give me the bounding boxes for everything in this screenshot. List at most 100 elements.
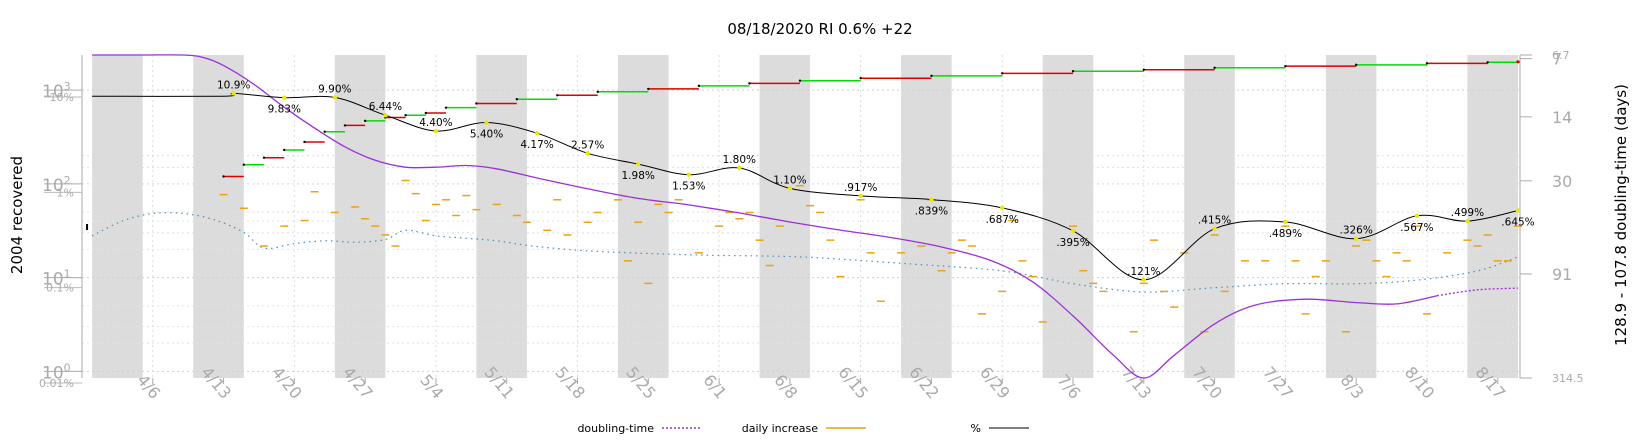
legend-label-percent: % [971, 422, 981, 435]
percent-marker [635, 161, 641, 167]
right-axis-ticks: 6.77 14 30 91 314.5 [1520, 49, 1584, 385]
percent-marker [433, 128, 439, 134]
percent-label: 1.80% [723, 154, 756, 166]
percent-marker [1283, 219, 1288, 225]
x-tick-label: 7/13 [1118, 363, 1156, 403]
x-tick-label: 6/1 [699, 371, 730, 403]
right-tick-label: 91 [1552, 265, 1572, 284]
recovered-point [556, 94, 559, 97]
percent-label: 4.17% [520, 139, 553, 151]
x-tick-label: 5/4 [416, 371, 447, 403]
percent-label: 5.40% [470, 129, 503, 141]
weekend-band [1325, 55, 1377, 378]
percent-label: 10.9% [217, 79, 250, 91]
recovered-point [262, 156, 266, 159]
recovered-point [1516, 60, 1520, 64]
percent-label: .499% [1451, 207, 1484, 219]
percent-label: .121% [1127, 266, 1160, 278]
percent-marker [737, 165, 742, 171]
right-tick-label: 314.5 [1552, 372, 1584, 385]
weekend-band [759, 55, 811, 378]
percent-marker [858, 193, 863, 199]
percent-marker [1465, 218, 1470, 224]
percent-marker [332, 95, 338, 100]
recovered-point [1284, 64, 1287, 68]
recovered-point [647, 87, 650, 91]
recovered-point [1213, 66, 1216, 69]
percent-marker [929, 197, 934, 202]
recovered-point [1001, 72, 1004, 75]
percent-label: 1.10% [773, 174, 806, 186]
left-axis-label: 2004 recovered [8, 156, 26, 274]
doubling-time-projection [1437, 287, 1519, 297]
recovered-point [697, 84, 701, 88]
pct-tick-label: 0.01% [39, 377, 74, 390]
chart-title: 08/18/2020 RI 0.6% +22 [727, 20, 912, 38]
percent-label: .687% [986, 214, 1019, 226]
recovered-cumulative-series [86, 60, 1520, 230]
recovered-point [596, 90, 599, 93]
percent-marker [686, 172, 691, 177]
right-tick-label: 7 [1552, 50, 1562, 69]
pct-tick-label: 0.1% [46, 282, 74, 295]
recovered-point [1071, 70, 1075, 73]
percent-marker [534, 131, 540, 136]
grid-lines [82, 55, 1520, 378]
x-tick-label: 6/15 [834, 363, 872, 403]
percent-label: 6.44% [369, 101, 402, 113]
percent-label: .326% [1339, 225, 1372, 237]
weekend-band [1042, 55, 1094, 378]
x-tick-label: 7/27 [1259, 363, 1297, 403]
percent-marker [484, 120, 489, 125]
percent-marker [585, 151, 590, 156]
percent-marker [383, 113, 388, 118]
legend-label-daily: daily increase [742, 422, 818, 435]
percent-marker [1141, 277, 1147, 282]
percent-label: .567% [1400, 222, 1433, 234]
recovered-point [444, 106, 448, 109]
x-tick-label: 8/10 [1401, 363, 1439, 403]
recovered-point [748, 82, 751, 85]
percent-marker [1515, 208, 1521, 213]
x-tick-label: 6/29 [976, 363, 1014, 403]
percent-marker [282, 95, 287, 100]
percent-label: .645% [1501, 216, 1534, 228]
recovered-point [242, 163, 246, 166]
percent-label: 1.53% [672, 181, 705, 193]
recovered-point [1486, 61, 1489, 64]
recovered-point [303, 140, 306, 144]
percent-marker [1212, 226, 1217, 231]
right-axis-label: 128.9 - 107.8 doubling-time (days) [1612, 84, 1630, 346]
weekend-band [617, 55, 669, 378]
recovered-point [1142, 68, 1146, 71]
percent-series: 10.9% 9.83% 9.90% 6.44% 4.40% 5.40% 4.17% 2.57%… [92, 79, 1535, 282]
percent-label: .839% [915, 206, 948, 218]
recovered-point [798, 79, 802, 82]
right-axis: 6.77 14 30 91 314.5 [1519, 49, 1584, 385]
recovered-point [343, 124, 347, 127]
recovered-point [515, 97, 519, 101]
weekend-bands [92, 55, 1518, 378]
percent-label: .415% [1198, 215, 1231, 227]
weekend-band [901, 55, 952, 378]
weekend-band [476, 55, 527, 378]
percent-marker [1353, 236, 1359, 241]
doubling-time-line [92, 54, 1438, 379]
percent-marker [787, 186, 793, 191]
doubling-time-series [92, 54, 1519, 379]
percent-marker [1414, 213, 1420, 219]
percent-label: 1.98% [622, 170, 655, 182]
pct-tick-label: 1% [57, 186, 74, 199]
recovered-point [1354, 63, 1358, 67]
x-tick-label: 5/18 [551, 363, 589, 403]
daily-increase-series [219, 179, 1522, 333]
weekend-band [334, 55, 386, 378]
recovered-point [222, 175, 225, 178]
weekend-band [193, 55, 244, 378]
weekend-band [1184, 55, 1235, 378]
percent-marker [1000, 205, 1005, 211]
pct-tick-label: 10% [50, 91, 74, 104]
recovered-point [930, 74, 933, 78]
